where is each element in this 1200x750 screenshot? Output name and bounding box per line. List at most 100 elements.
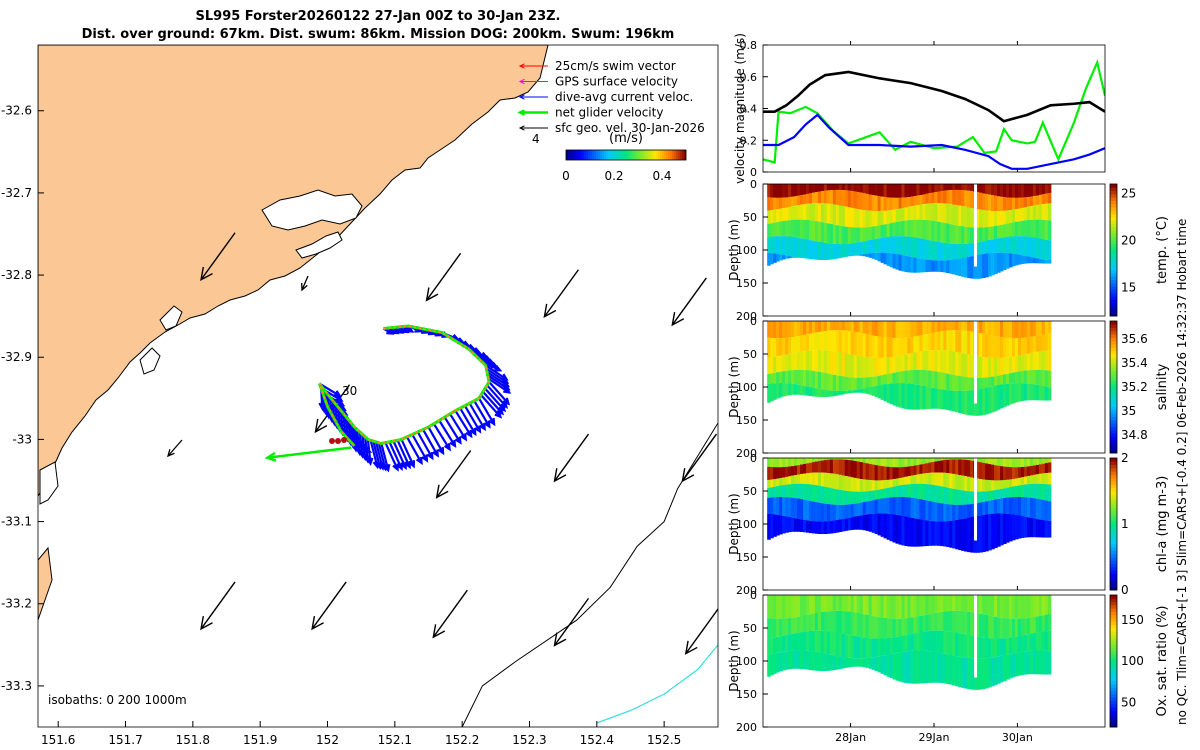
section-cell xyxy=(802,184,807,195)
section-cell xyxy=(949,504,953,521)
section-cell xyxy=(1008,383,1013,405)
section-colorbar-tick: 20 xyxy=(1121,234,1136,248)
section-cell xyxy=(1011,595,1016,619)
section-colorbar-cell xyxy=(1110,327,1117,332)
map-colorbar-cell xyxy=(588,150,591,160)
section-colorbar-cell xyxy=(1110,400,1117,404)
section-cell xyxy=(940,372,944,390)
section-cell xyxy=(1006,618,1010,638)
section-cell xyxy=(901,458,906,468)
section-cell xyxy=(865,614,870,638)
section-cell xyxy=(880,595,885,618)
section-cell xyxy=(1023,476,1028,485)
section-cell xyxy=(892,236,897,254)
section-cell xyxy=(994,184,998,196)
section-cell xyxy=(958,184,962,191)
section-cell xyxy=(770,497,774,514)
section-colorbar-cell xyxy=(1110,471,1117,475)
section-cell xyxy=(794,595,798,618)
section-colorbar-cell xyxy=(1110,583,1117,588)
section-cell xyxy=(970,503,974,517)
section-cell xyxy=(1032,650,1037,675)
side-note: no QC. Tlim=CARS+[-1 3] Slim=CARS+[-0.4 … xyxy=(1175,219,1189,725)
map-colorbar-cell xyxy=(638,150,641,160)
section-colorbar-frame xyxy=(1109,457,1118,591)
section-cell xyxy=(1041,321,1046,335)
section-cell xyxy=(943,653,947,684)
section-cell xyxy=(800,595,804,617)
section-cell xyxy=(967,184,971,191)
section-cell xyxy=(838,189,843,206)
section-cell xyxy=(1011,618,1016,638)
section-cell xyxy=(943,203,947,223)
section-cell xyxy=(850,321,855,332)
section-cell xyxy=(838,390,843,395)
section-cell xyxy=(952,595,956,611)
section-cell xyxy=(868,377,873,387)
section-colorbar-cell xyxy=(1110,190,1117,195)
section-cell xyxy=(791,370,795,384)
section-cell xyxy=(964,190,968,207)
section-colorbar-cell xyxy=(1110,654,1117,659)
velocity-series-line xyxy=(763,113,1105,170)
section-cell xyxy=(794,384,798,395)
section-cell xyxy=(788,517,792,533)
section-cell xyxy=(958,376,962,391)
dive-avg-current-arrow xyxy=(422,429,439,458)
geo-velocity-arrow xyxy=(553,433,590,483)
section-cell xyxy=(791,484,795,498)
section-cell xyxy=(961,206,965,227)
section-cell xyxy=(913,474,918,484)
section-colorbar-cell xyxy=(1110,644,1117,649)
section-cell xyxy=(934,461,938,473)
section-cell xyxy=(958,190,962,206)
section-cell xyxy=(970,227,974,244)
section-cell xyxy=(976,389,980,416)
map-colorbar-frame xyxy=(565,149,687,161)
velocity-ytick-label: 0.6 xyxy=(740,71,758,84)
section-cell xyxy=(886,595,891,619)
section-cell xyxy=(1047,458,1052,463)
section-cell xyxy=(835,459,840,475)
section-cell xyxy=(994,490,998,500)
section-cell xyxy=(844,611,849,635)
section-cell xyxy=(904,595,909,619)
section-cell xyxy=(820,184,825,192)
section-cell xyxy=(895,197,900,210)
section-cell xyxy=(820,321,825,332)
section-cell xyxy=(844,504,849,519)
section-cell xyxy=(898,478,903,486)
section-cell xyxy=(1003,357,1007,375)
legend-swatch-head xyxy=(518,63,525,69)
section-cell xyxy=(868,184,873,195)
section-cell xyxy=(997,465,1001,481)
section-colorbar-cell xyxy=(1110,263,1117,267)
section-cell xyxy=(797,321,801,337)
section-cell xyxy=(937,652,941,683)
section-cell xyxy=(826,504,831,522)
dive-avg-current-arrow-shaft xyxy=(485,364,508,381)
section-cell xyxy=(859,515,864,530)
section-colorbar-cell xyxy=(1110,246,1117,251)
section-cell xyxy=(805,334,810,351)
data-gap xyxy=(974,595,978,678)
section-cell xyxy=(943,503,947,522)
map-ytick-label: -32.7 xyxy=(1,186,32,200)
section-cell xyxy=(898,236,903,255)
section-cell xyxy=(779,254,783,261)
track-annotation-30: 30 xyxy=(342,384,357,398)
section-cell xyxy=(955,205,959,226)
section-cell xyxy=(994,238,998,253)
section-cell xyxy=(880,184,885,197)
section-cell xyxy=(886,513,891,540)
section-cell xyxy=(919,632,924,651)
section-cell xyxy=(898,485,903,497)
section-cell xyxy=(1038,238,1043,259)
section-cell xyxy=(895,478,900,487)
section-cell xyxy=(952,224,956,244)
section-cell xyxy=(925,203,929,221)
section-cell xyxy=(856,377,861,390)
section-cell xyxy=(779,338,783,356)
section-cell xyxy=(901,184,906,198)
